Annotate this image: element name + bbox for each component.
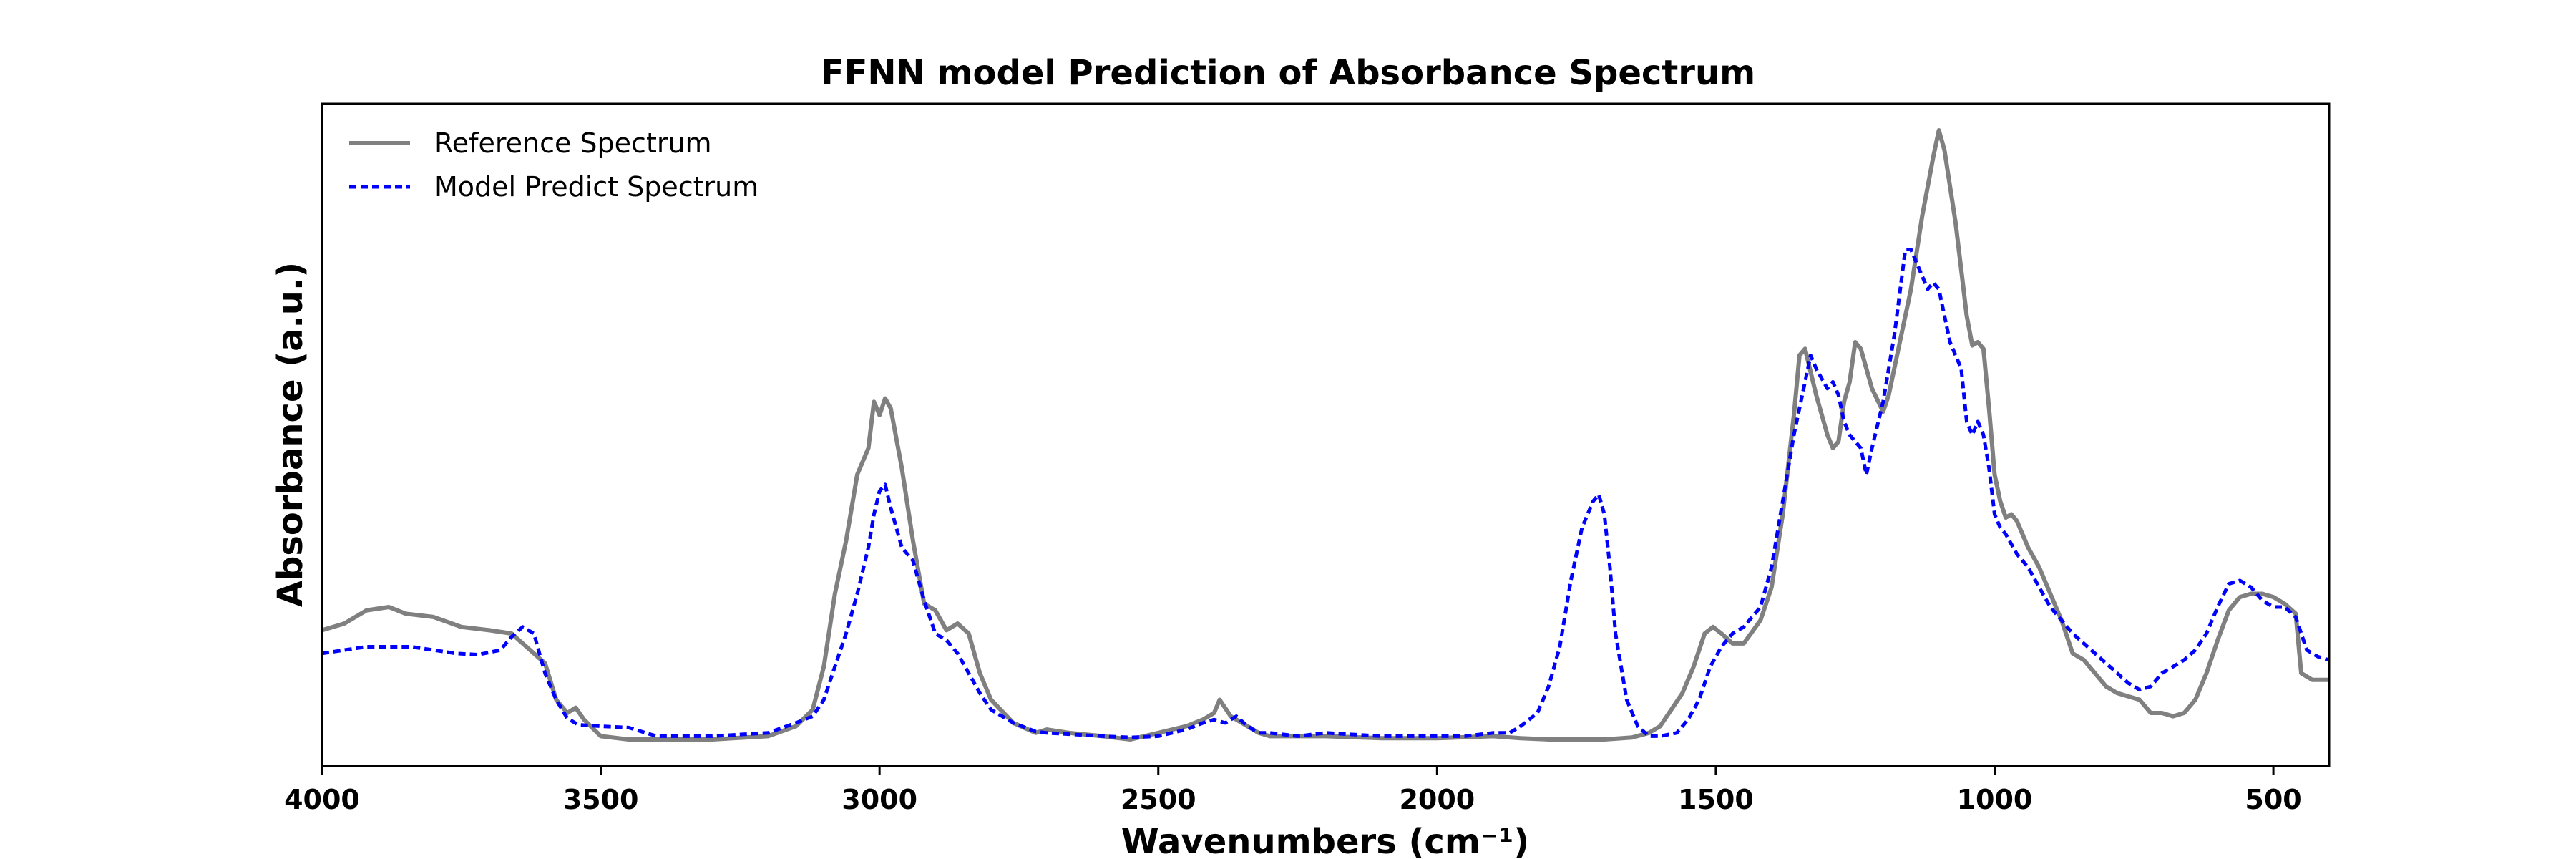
x-tick-label: 4000 (284, 784, 360, 815)
x-tick-label: 2000 (1399, 784, 1475, 815)
plot-frame (321, 102, 2331, 767)
x-tick-label: 500 (2245, 784, 2301, 815)
x-tick-label: 3500 (563, 784, 639, 815)
legend: Reference Spectrum Model Predict Spectru… (349, 127, 758, 203)
x-axis-ticks: 4000 3500 3000 2500 2000 1500 1000 500 (284, 766, 2302, 815)
y-axis-label: Absorbance (a.u.) (270, 262, 311, 607)
plot-area (321, 102, 2331, 767)
x-tick-label: 2500 (1121, 784, 1196, 815)
chart-title: FFNN model Prediction of Absorbance Spec… (821, 53, 1755, 93)
legend-label-reference: Reference Spectrum (434, 127, 712, 159)
legend-label-predict: Model Predict Spectrum (434, 171, 758, 203)
series-line-reference (321, 128, 2329, 742)
series-line-predict (321, 248, 2330, 739)
series-layer (321, 128, 2330, 742)
x-tick-label: 3000 (841, 784, 917, 815)
x-axis-label: Wavenumbers (cm⁻¹) (1121, 822, 1529, 859)
x-tick-label: 1000 (1957, 784, 2033, 815)
x-tick-label: 1500 (1678, 784, 1754, 815)
